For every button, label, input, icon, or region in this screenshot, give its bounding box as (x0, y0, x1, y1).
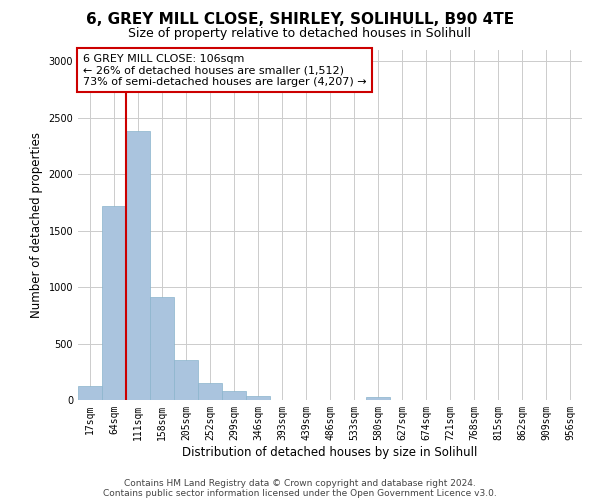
Text: Contains HM Land Registry data © Crown copyright and database right 2024.: Contains HM Land Registry data © Crown c… (124, 478, 476, 488)
Text: Contains public sector information licensed under the Open Government Licence v3: Contains public sector information licen… (103, 488, 497, 498)
Bar (246, 396, 270, 400)
Text: 6, GREY MILL CLOSE, SHIRLEY, SOLIHULL, B90 4TE: 6, GREY MILL CLOSE, SHIRLEY, SOLIHULL, B… (86, 12, 514, 28)
Bar (102, 206, 126, 400)
Bar (78, 386, 102, 400)
X-axis label: Distribution of detached houses by size in Solihull: Distribution of detached houses by size … (182, 446, 478, 458)
Bar (198, 383, 222, 400)
Bar (150, 298, 174, 400)
Bar (366, 397, 390, 400)
Bar (174, 360, 198, 400)
Text: Size of property relative to detached houses in Solihull: Size of property relative to detached ho… (128, 28, 472, 40)
Y-axis label: Number of detached properties: Number of detached properties (30, 132, 43, 318)
Bar (222, 391, 246, 400)
Bar (126, 132, 150, 400)
Text: 6 GREY MILL CLOSE: 106sqm
← 26% of detached houses are smaller (1,512)
73% of se: 6 GREY MILL CLOSE: 106sqm ← 26% of detac… (83, 54, 367, 86)
